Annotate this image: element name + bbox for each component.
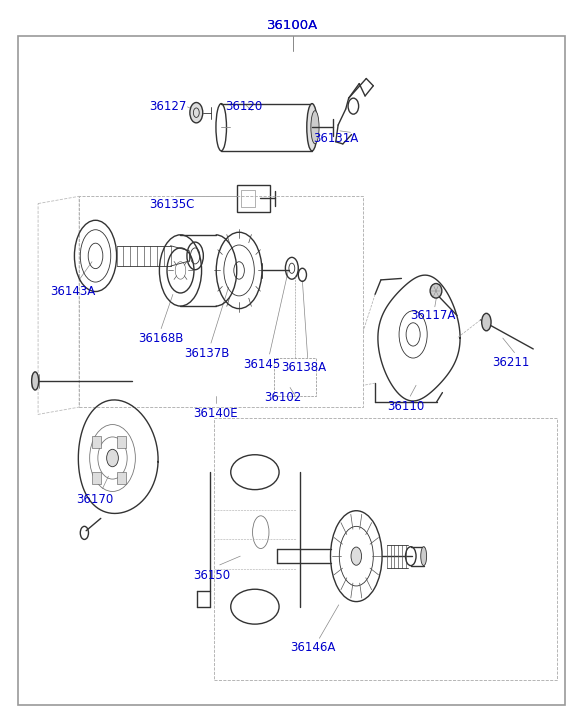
Text: 36168B: 36168B	[138, 332, 183, 345]
Bar	[237, 185, 270, 212]
Bar	[241, 190, 255, 207]
Text: 36143A: 36143A	[50, 285, 95, 298]
Text: 36150: 36150	[193, 569, 230, 582]
Text: 36137B: 36137B	[185, 347, 230, 360]
Ellipse shape	[307, 103, 318, 151]
Text: 36145: 36145	[243, 358, 281, 371]
Bar	[92, 472, 101, 483]
Text: 36211: 36211	[492, 356, 530, 369]
Text: 36110: 36110	[387, 400, 424, 413]
Ellipse shape	[190, 103, 203, 123]
Bar	[117, 436, 127, 448]
Ellipse shape	[32, 372, 39, 390]
Text: 36131A: 36131A	[314, 132, 359, 145]
Text: 36138A: 36138A	[281, 361, 326, 374]
Ellipse shape	[107, 449, 118, 467]
Ellipse shape	[430, 284, 442, 298]
Text: 36102: 36102	[264, 391, 301, 404]
Bar	[117, 472, 127, 483]
Text: 36120: 36120	[226, 100, 263, 113]
Text: 36117A: 36117A	[410, 309, 455, 322]
Text: 36100A: 36100A	[267, 19, 319, 32]
Text: 36100A: 36100A	[267, 19, 319, 32]
Text: 36170: 36170	[76, 493, 114, 506]
Ellipse shape	[311, 111, 319, 144]
Bar	[214, 418, 557, 680]
Bar	[92, 436, 101, 448]
Bar	[274, 358, 316, 396]
Text: 36127: 36127	[149, 100, 187, 113]
Ellipse shape	[351, 547, 362, 566]
Text: 36146A: 36146A	[290, 641, 335, 654]
Text: 36140E: 36140E	[193, 407, 238, 420]
Ellipse shape	[482, 313, 491, 331]
Bar	[79, 196, 363, 407]
Text: 36135C: 36135C	[149, 198, 195, 211]
Ellipse shape	[421, 547, 427, 566]
